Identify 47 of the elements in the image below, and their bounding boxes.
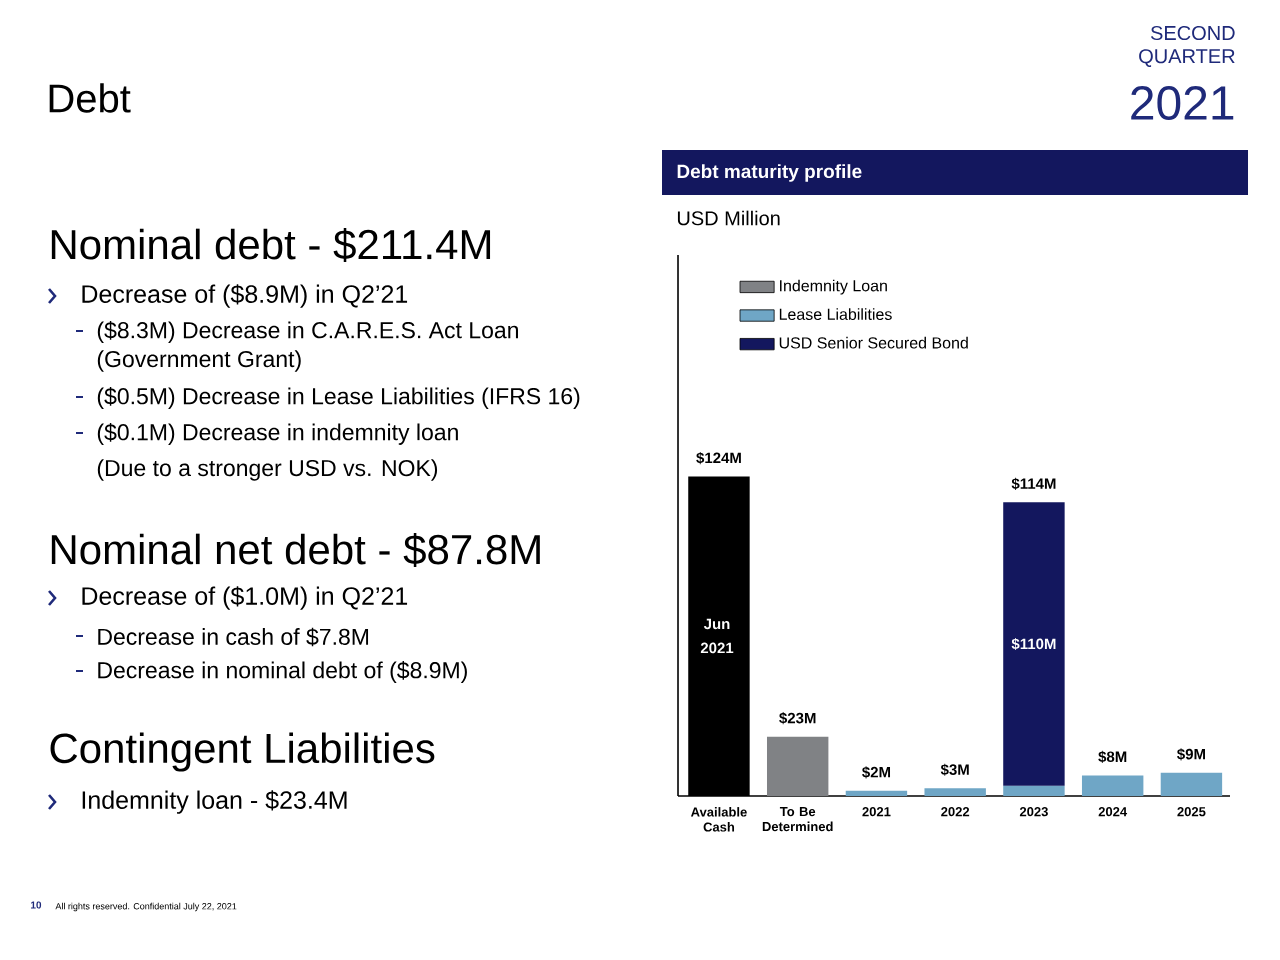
- text: Decrease of ($1.0M) in Q2’21: [82, 586, 408, 610]
- bar: [1160, 772, 1223, 797]
- x-tick-label: 2022: [941, 807, 970, 817]
- text: Nominal debt - $211.4M: [51, 228, 491, 263]
- text: SECOND: [1150, 25, 1235, 41]
- text: (Due to a stronger USD vs. NOK): [97, 459, 438, 481]
- text: ($0.1M) Decrease in indemnity loan: [97, 423, 458, 445]
- text: Indemnity loan - $23.4M: [82, 790, 347, 814]
- text: Debt: [49, 83, 131, 113]
- x-tick-label: 2023: [1019, 807, 1048, 817]
- data-label: $8M: [1098, 750, 1127, 763]
- bar: [1003, 502, 1065, 786]
- data-label: $23M: [779, 712, 816, 725]
- x-tick-label: 2021: [862, 807, 891, 817]
- legend-label: Indemnity Loan: [780, 279, 887, 295]
- legend-label: Lease Liabilities: [779, 308, 892, 320]
- x-tick-label: To Be Determined: [762, 807, 833, 832]
- data-label: $3M: [940, 763, 969, 776]
- text: (Government Grant): [97, 350, 301, 372]
- text: 2021: [1131, 86, 1234, 120]
- data-label: $124M: [696, 451, 741, 465]
- text: Nominal net debt - $87.8M: [51, 533, 540, 568]
- x-tick-label: Available Cash: [690, 807, 747, 832]
- x-tick-label: 2024: [1098, 807, 1128, 817]
- chart-title: Debt maturity profile: [677, 164, 862, 182]
- y-axis-title: USD Million: [677, 210, 780, 226]
- text: All rights reserved. Confidential July 22, 2021: [55, 902, 237, 912]
- data-label: $2M: [862, 766, 891, 779]
- text: Decrease of ($8.9M) in Q2’21: [82, 284, 408, 308]
- text: 10: [31, 901, 42, 909]
- bar: [924, 788, 986, 797]
- text: Decrease in cash of $7.8M: [98, 627, 369, 647]
- legend-label: USD Senior Secured Bond: [779, 336, 968, 349]
- x-tick-label: 2025: [1177, 807, 1206, 817]
- text: Decrease in nominal debt of ($8.9M): [98, 661, 467, 683]
- total-label: $114M: [1011, 477, 1056, 490]
- bar: [1003, 785, 1065, 797]
- text: ($8.3M) Decrease in C.A.R.E.S. Act Loan: [97, 321, 518, 343]
- bar: [1081, 775, 1144, 797]
- bar: [845, 790, 908, 797]
- annotation: Jun 2021: [700, 618, 734, 654]
- text: QUARTER: [1139, 49, 1235, 67]
- data-label: $9M: [1177, 748, 1205, 761]
- text: ($0.5M) Decrease in Lease Liabilities (IFRS 16): [97, 387, 580, 409]
- data-label: $110M: [1011, 637, 1056, 651]
- text: Contingent Liabilities: [50, 732, 435, 772]
- bar: [766, 736, 829, 797]
